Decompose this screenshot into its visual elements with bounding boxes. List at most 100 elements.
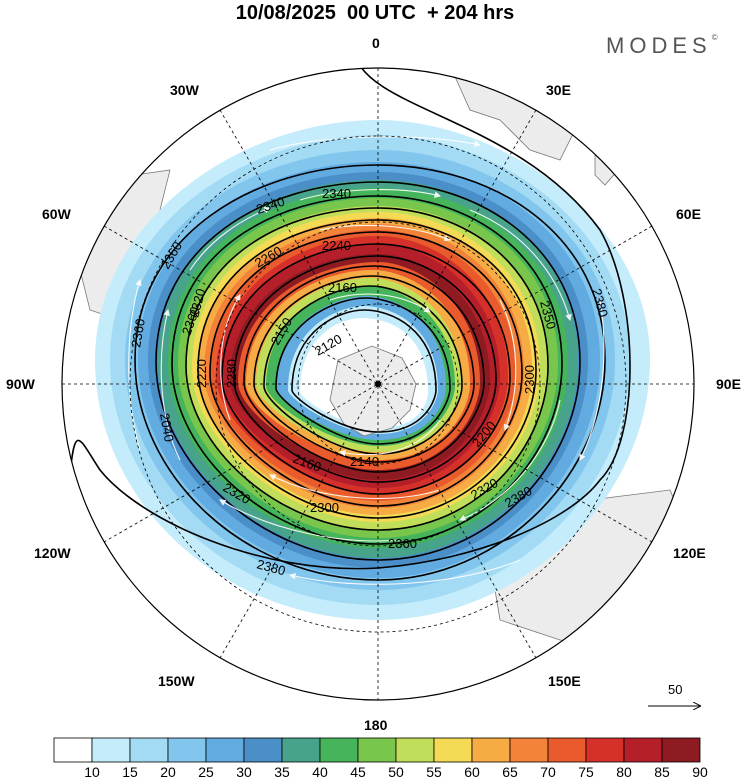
wind-scale: 50 bbox=[648, 682, 700, 706]
colorbar-swatch bbox=[243, 737, 283, 763]
streamline bbox=[299, 189, 442, 201]
contour-label: 2320 bbox=[186, 287, 208, 319]
contour-2260 bbox=[209, 231, 523, 507]
colorbar-label: 40 bbox=[312, 764, 328, 780]
streamline bbox=[219, 499, 401, 542]
streamline bbox=[128, 278, 142, 451]
colorbar-label: 55 bbox=[426, 764, 442, 780]
contour-label: 2220 bbox=[194, 359, 209, 388]
colorbar-label: 85 bbox=[654, 764, 670, 780]
streamline bbox=[269, 136, 482, 151]
south-pole-dot bbox=[375, 381, 381, 387]
colorbar-label: 80 bbox=[616, 764, 632, 780]
streamline bbox=[329, 293, 431, 313]
wind-scale-label: 50 bbox=[668, 682, 682, 697]
contour-label: 2340 bbox=[322, 186, 351, 201]
colorbar-swatch bbox=[129, 737, 169, 763]
contour-2240 bbox=[221, 243, 511, 495]
meridian-label-30w: 30W bbox=[170, 82, 200, 98]
colorbar-swatch bbox=[471, 737, 511, 763]
contour-label: 2140 bbox=[350, 454, 379, 469]
map-disk bbox=[62, 68, 694, 700]
streamline bbox=[458, 399, 561, 522]
latitude-circle bbox=[215, 221, 541, 547]
colorbar-label: 10 bbox=[84, 764, 100, 780]
brand-name: MODES bbox=[606, 33, 712, 58]
meridian-label-120e: 120E bbox=[673, 545, 706, 561]
colorbar-label: 90 bbox=[692, 764, 708, 780]
streamline bbox=[189, 206, 272, 271]
contour-label: 2360 bbox=[388, 536, 417, 551]
antarctica-outline bbox=[329, 345, 417, 437]
colorbar-swatch bbox=[53, 737, 93, 763]
streamline bbox=[269, 474, 441, 499]
meridian-label-150e: 150E bbox=[548, 673, 581, 689]
colorbar-label: 60 bbox=[464, 764, 480, 780]
meridian-label-180: 180 bbox=[364, 717, 388, 733]
meridian-label-150w: 150W bbox=[158, 673, 195, 689]
contour-label: 2360 bbox=[128, 317, 148, 348]
contour-2220 bbox=[233, 255, 497, 483]
colorbar-label: 15 bbox=[122, 764, 138, 780]
colorbar-swatch bbox=[319, 737, 359, 763]
contour-2140 bbox=[275, 297, 451, 445]
streamline bbox=[288, 559, 521, 585]
colorbar-label: 70 bbox=[540, 764, 556, 780]
colorbar-swatch bbox=[167, 737, 207, 763]
contour-label: 2040 bbox=[157, 412, 177, 443]
contour-2180 bbox=[253, 275, 475, 463]
meridian-label-0: 0 bbox=[372, 35, 380, 51]
wind-streamlines bbox=[128, 136, 605, 585]
colorbar-swatch bbox=[91, 737, 131, 763]
colorbar-swatch bbox=[585, 737, 625, 763]
colorbar-label: 75 bbox=[578, 764, 594, 780]
contour-label: 2380 bbox=[589, 287, 611, 319]
meridian-label-90e: 90E bbox=[716, 376, 741, 392]
colorbar-label: 20 bbox=[160, 764, 176, 780]
colorbar-swatch bbox=[395, 737, 435, 763]
colorbar-swatch bbox=[509, 737, 549, 763]
contour-label: 2160 bbox=[328, 280, 357, 295]
contour-label: 2300 bbox=[522, 365, 537, 394]
contour-label: 2240 bbox=[322, 238, 351, 253]
meridian-label-30e: 30E bbox=[546, 82, 571, 98]
map-border bbox=[61, 67, 695, 701]
contour-label: 2280 bbox=[224, 359, 239, 388]
colorbar-swatch bbox=[433, 737, 473, 763]
brand-logo: MODES© bbox=[606, 33, 718, 59]
colorbar-label: 65 bbox=[502, 764, 518, 780]
meridian-label-120w: 120W bbox=[34, 545, 71, 561]
meridian-label-90w: 90W bbox=[6, 376, 36, 392]
colorbar-label: 45 bbox=[350, 764, 366, 780]
streamline bbox=[160, 308, 181, 461]
contour-label: 2380 bbox=[255, 556, 287, 578]
streamline bbox=[499, 299, 517, 432]
streamline bbox=[579, 299, 605, 461]
contour-2280 bbox=[197, 219, 537, 519]
colorbar-label: 25 bbox=[198, 764, 214, 780]
contour-label: 2300 bbox=[310, 500, 339, 515]
colorbar-swatch bbox=[661, 737, 701, 763]
graticule bbox=[62, 68, 694, 700]
colorbar-label: 30 bbox=[236, 764, 252, 780]
contour-2120 bbox=[291, 309, 437, 433]
meridian-label-60e: 60E bbox=[676, 206, 701, 222]
streamline bbox=[469, 209, 572, 322]
streamline bbox=[220, 294, 241, 421]
colorbar: 10 15 20 25 30 35 40 45 50 55 60 65 70 75 80 85 90 bbox=[53, 737, 708, 780]
streamline bbox=[338, 419, 441, 457]
colorbar-swatch bbox=[547, 737, 587, 763]
meridian-label-60w: 60W bbox=[42, 206, 72, 222]
colorbar-swatch bbox=[205, 737, 245, 763]
colorbar-label: 50 bbox=[388, 764, 404, 780]
colorbar-swatch bbox=[281, 737, 321, 763]
contour-2380 bbox=[69, 68, 631, 570]
map-title: 10/08/2025 00 UTC + 204 hrs bbox=[235, 2, 515, 24]
streamline bbox=[319, 224, 452, 242]
colorbar-swatch bbox=[623, 737, 663, 763]
meridian-label-layer: 0 30E 60E 90E 120E 150E 180 150W 120W 90… bbox=[6, 35, 741, 733]
copyright-mark: © bbox=[711, 33, 718, 42]
colorbar-swatch bbox=[357, 737, 397, 763]
contour-label: 2350 bbox=[537, 299, 559, 331]
